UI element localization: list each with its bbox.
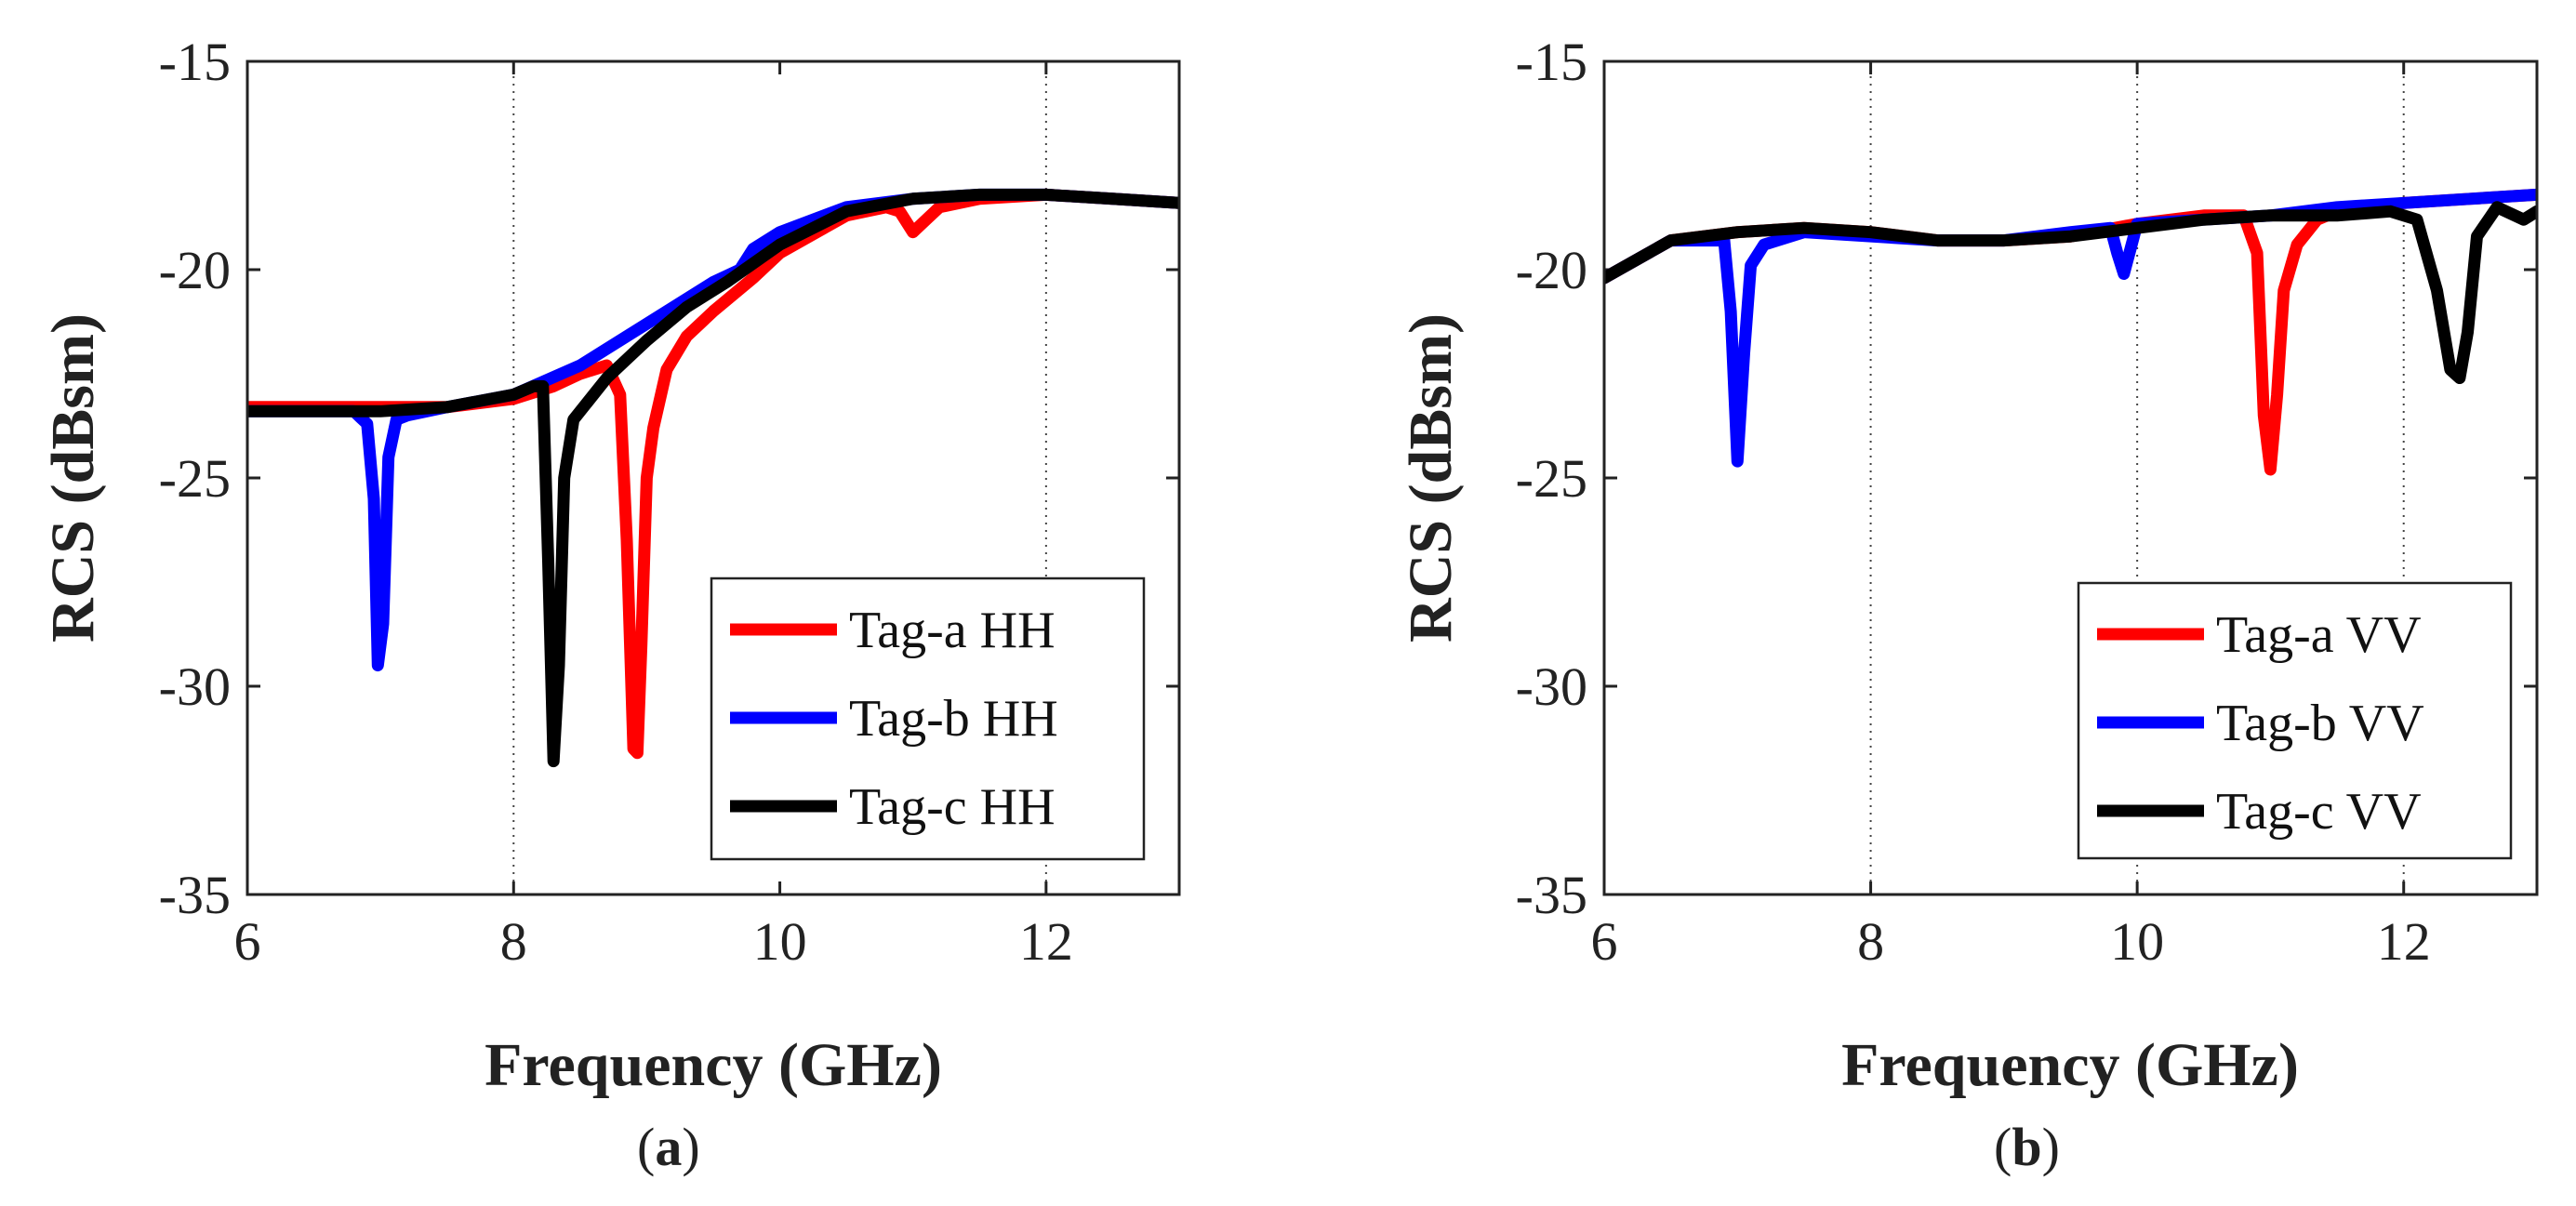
x-tick-label: 6	[1591, 911, 1618, 972]
y-tick-label: -35	[1516, 865, 1587, 925]
legend-label: Tag-a HH	[849, 602, 1056, 659]
x-axis-title: Frequency (GHz)	[485, 1031, 942, 1099]
y-tick-label: -25	[159, 448, 231, 509]
chart-panel-a: 6 8 10 12 -15 -20 -25 -30 -35 Frequency (GHz) RC…	[39, 32, 1181, 1177]
series-group	[247, 188, 1179, 768]
legend-label: Tag-b VV	[2216, 695, 2424, 752]
plot-frame	[246, 60, 1181, 896]
x-tick-label: 6	[234, 911, 261, 972]
panel-label: (b)	[1994, 1117, 2060, 1177]
axis-ticks: 6 8 10 12 -15 -20 -25 -30 -35	[159, 32, 1179, 972]
legend-label: Tag-c VV	[2216, 783, 2422, 841]
legend-label: Tag-b HH	[849, 690, 1058, 748]
gridlines	[1869, 61, 2405, 895]
legend-label: Tag-c HH	[849, 778, 1056, 836]
x-tick-label: 8	[500, 911, 527, 972]
legend: Tag-a HH Tag-b HH Tag-c HH	[710, 576, 1146, 861]
series-line	[1604, 201, 2537, 384]
x-axis-title: Frequency (GHz)	[1841, 1031, 2299, 1099]
x-tick-label: 12	[2377, 911, 2431, 972]
x-tick-label: 10	[753, 911, 807, 972]
y-tick-label: -30	[1516, 656, 1587, 717]
y-tick-label: -30	[159, 656, 231, 717]
y-tick-label: -15	[159, 32, 231, 92]
plot-frame	[1602, 60, 2539, 896]
legend-label: Tag-a VV	[2216, 606, 2422, 664]
y-tick-label: -20	[1516, 240, 1587, 300]
gridlines	[512, 61, 1047, 895]
x-tick-label: 12	[1019, 911, 1073, 972]
x-tick-label: 10	[2110, 911, 2164, 972]
y-tick-label: -25	[1516, 448, 1587, 509]
y-tick-label: -35	[159, 865, 231, 925]
series-group	[1604, 188, 2537, 476]
axis-ticks: 6 8 10 12 -15 -20 -25 -30 -35	[1516, 32, 2537, 972]
panel-label: (a)	[637, 1117, 700, 1177]
series-line	[247, 188, 1179, 768]
x-tick-label: 8	[1857, 911, 1884, 972]
y-tick-label: -20	[159, 240, 231, 300]
y-tick-label: -15	[1516, 32, 1587, 92]
y-axis-title: RCS (dBsm)	[1397, 313, 1465, 643]
y-axis-title: RCS (dBsm)	[39, 313, 107, 643]
legend: Tag-a VV Tag-b VV Tag-c VV	[2077, 581, 2513, 860]
chart-panel-b: 6 8 10 12 -15 -20 -25 -30 -35 Frequency (GHz) RC…	[1397, 32, 2539, 1177]
